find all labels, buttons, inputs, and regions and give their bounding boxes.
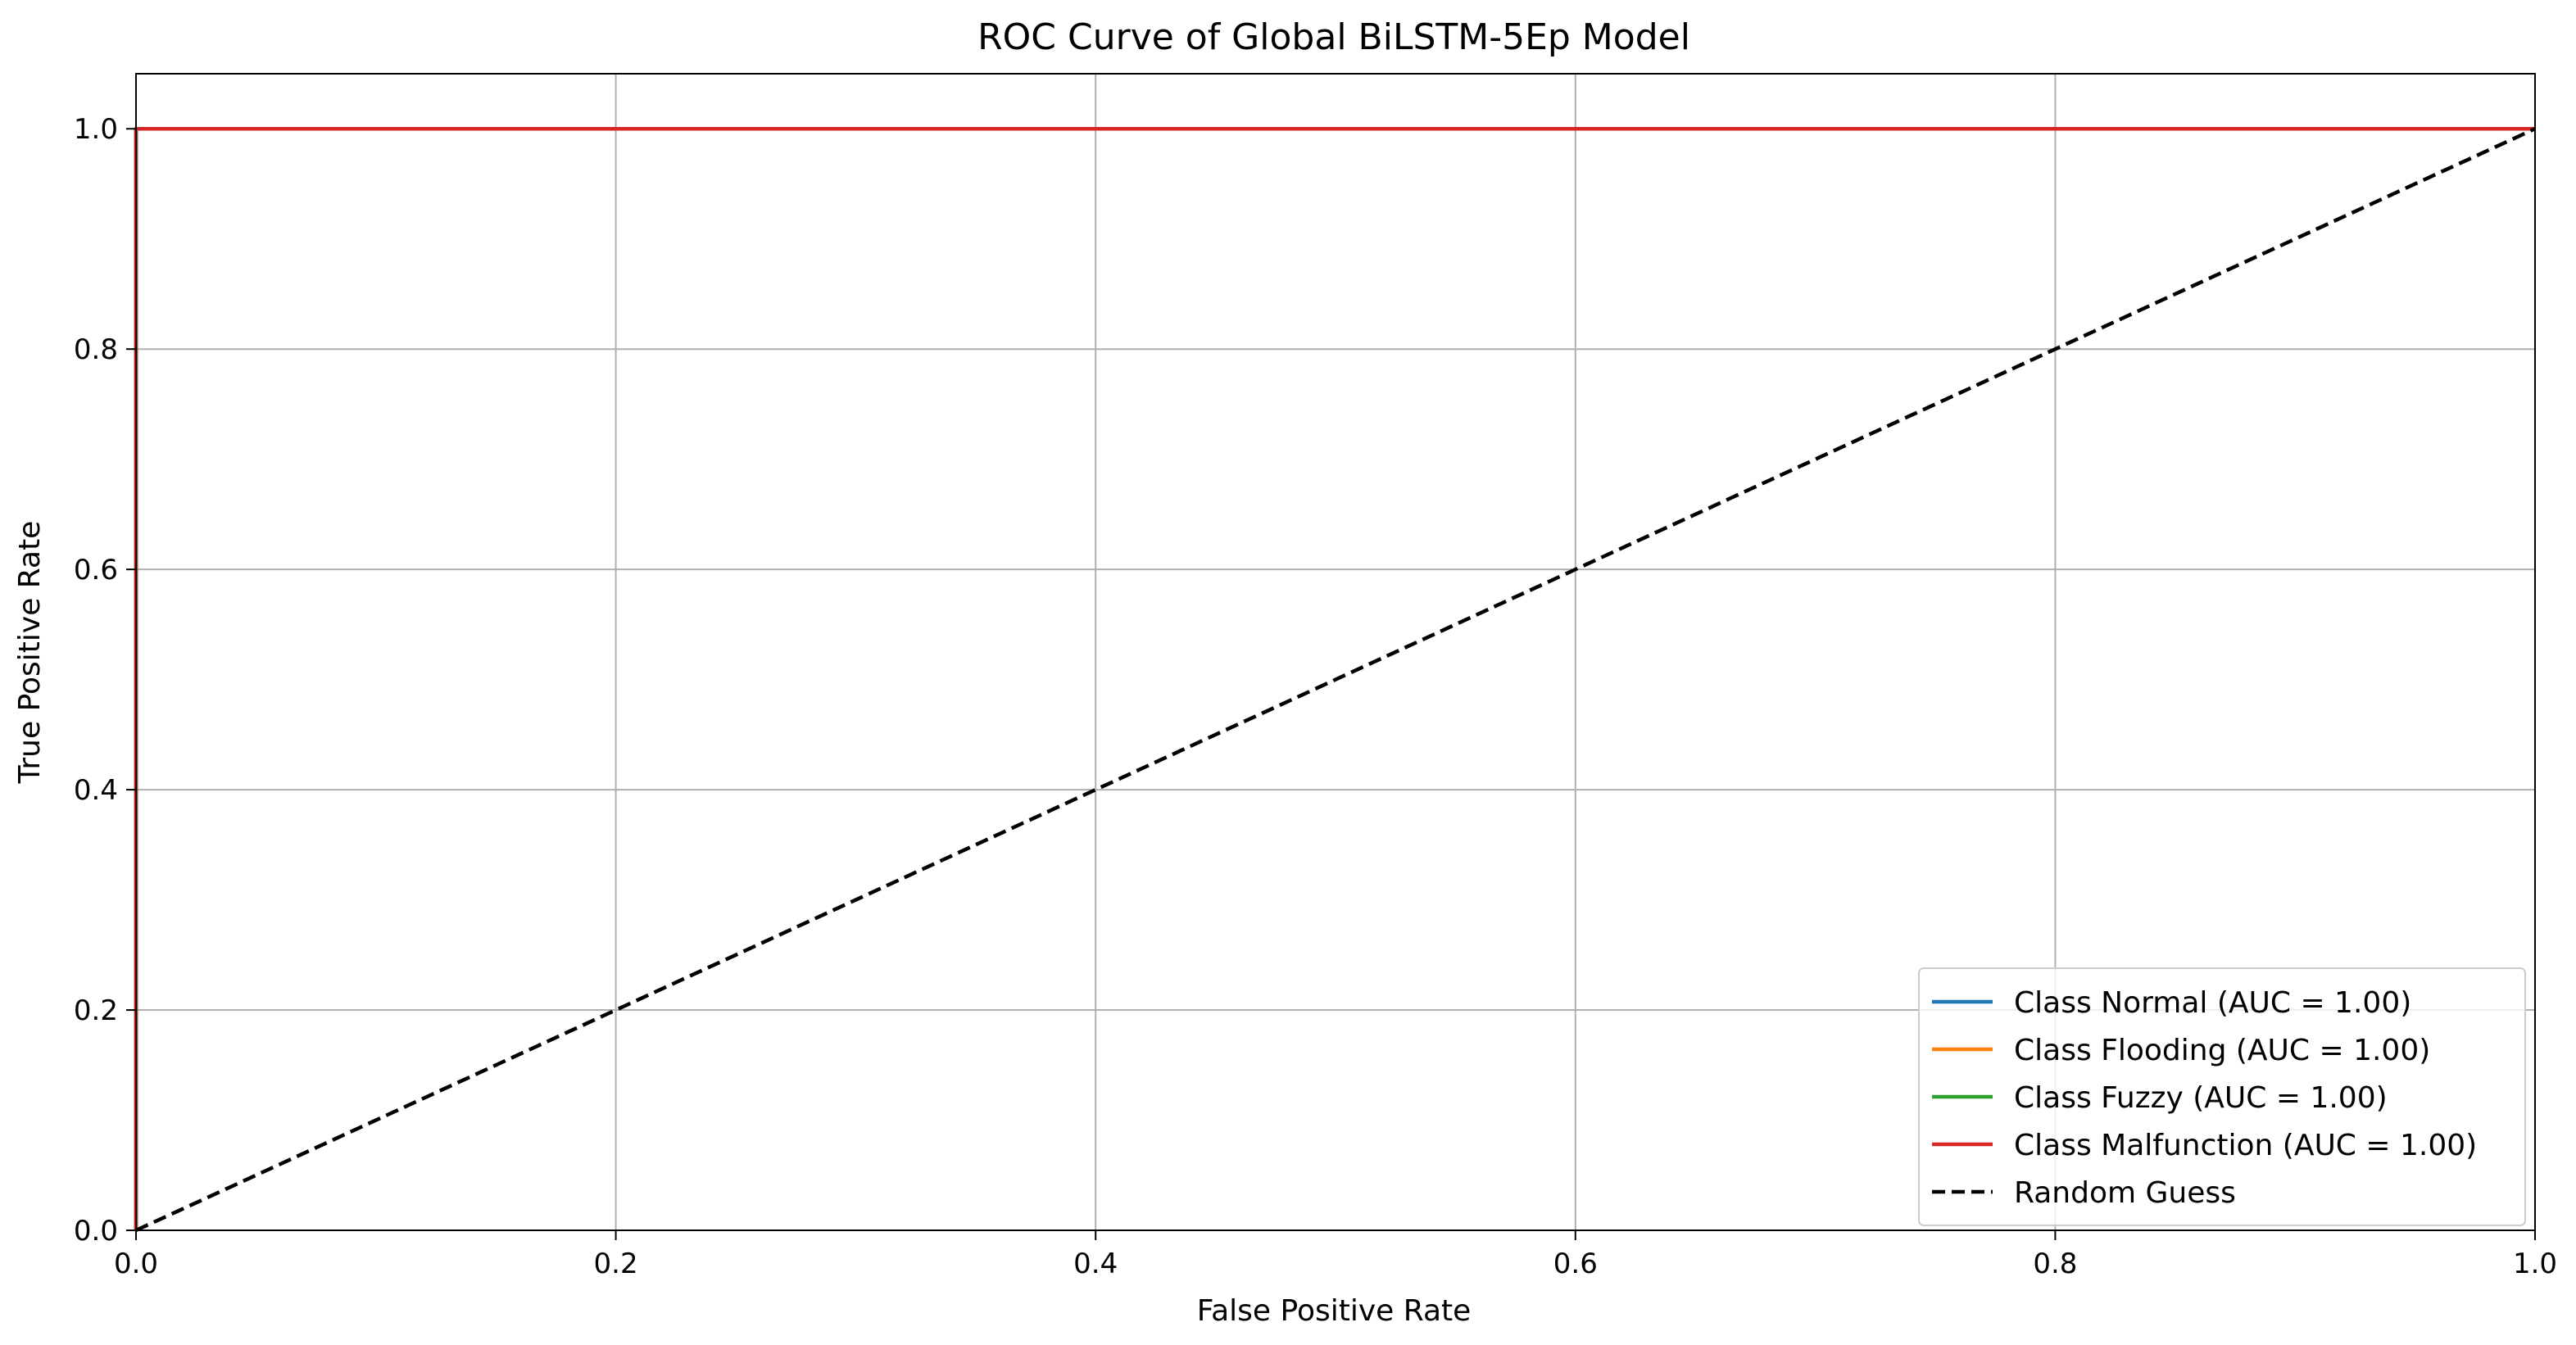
- y-tick-label-1: 0.2: [74, 994, 118, 1027]
- y-tick-label-5: 1.0: [74, 113, 118, 146]
- y-tick-label-2: 0.4: [74, 774, 118, 807]
- legend: Class Normal (AUC = 1.00) Class Flooding …: [1918, 967, 2526, 1226]
- x-tick-label-3: 0.6: [1553, 1248, 1598, 1280]
- legend-box: [1918, 967, 2526, 1226]
- legend-label-1: Class Flooding (AUC = 1.00): [2014, 1034, 2430, 1067]
- x-tick-label-5: 1.0: [2513, 1248, 2557, 1280]
- y-tick-label-4: 0.8: [74, 333, 118, 366]
- x-axis-label: False Positive Rate: [1197, 1294, 1472, 1328]
- axis-ticks: 0.0 0.2 0.4 0.6 0.8 1.0 0.0 0.2 0.4 0.6 0.8 1.0: [74, 113, 2557, 1280]
- x-tick-label-4: 0.8: [2033, 1248, 2077, 1280]
- series-line-4: [135, 127, 2536, 1233]
- y-tick-label-3: 0.6: [74, 554, 118, 586]
- y-axis-label: True Positive Rate: [13, 521, 47, 785]
- plot-frame: [135, 73, 2536, 1231]
- x-tick-label-1: 0.2: [594, 1248, 638, 1280]
- legend-label-3: Class Malfunction (AUC = 1.00): [2014, 1129, 2477, 1162]
- y-tick-label-0: 0.0: [74, 1215, 118, 1248]
- chart-title: ROC Curve of Global BiLSTM-5Ep Model: [977, 16, 1690, 58]
- legend-label-2: Class Fuzzy (AUC = 1.00): [2014, 1081, 2388, 1115]
- legend-label-0: Class Normal (AUC = 1.00): [2014, 986, 2411, 1020]
- x-tick-label-0: 0.0: [114, 1248, 158, 1280]
- x-tick-label-2: 0.4: [1073, 1248, 1118, 1280]
- legend-label-4: Random Guess: [2014, 1176, 2236, 1210]
